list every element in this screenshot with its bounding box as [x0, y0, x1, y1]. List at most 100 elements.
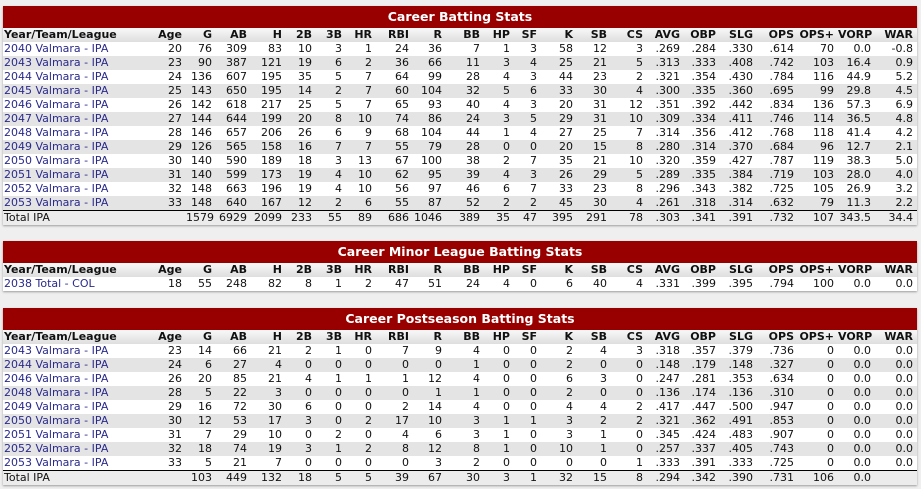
column-header-hr[interactable]: HR — [354, 330, 372, 343]
column-header-sb[interactable]: SB — [590, 263, 607, 276]
column-header-ops[interactable]: OPS — [768, 28, 794, 41]
column-header-ops-plus[interactable]: OPS+ — [799, 263, 834, 276]
column-header-ops-plus[interactable]: OPS+ — [799, 330, 834, 343]
column-header-sf[interactable]: SF — [521, 263, 537, 276]
column-header-ops[interactable]: OPS — [768, 263, 794, 276]
column-header-3b[interactable]: 3B — [325, 330, 342, 343]
column-header-3b[interactable]: 3B — [325, 28, 342, 41]
column-header-avg[interactable]: AVG — [654, 263, 680, 276]
column-header-3b[interactable]: 3B — [325, 263, 342, 276]
column-header-slg[interactable]: SLG — [729, 330, 753, 343]
column-header-avg[interactable]: AVG — [654, 330, 680, 343]
team-season-link[interactable]: 2051 Valmara - IPA — [4, 428, 109, 441]
column-header-hp[interactable]: HP — [492, 330, 510, 343]
column-header-age[interactable]: Age — [158, 28, 182, 41]
cell-hp: 0 — [503, 140, 510, 153]
column-header-bb[interactable]: BB — [463, 263, 480, 276]
column-header-age[interactable]: Age — [158, 330, 182, 343]
cell-war: 4.2 — [895, 126, 914, 139]
column-header-ops-plus[interactable]: OPS+ — [799, 28, 834, 41]
column-header-obp[interactable]: OBP — [690, 330, 716, 343]
team-season-link[interactable]: 2038 Total - COL — [4, 277, 95, 290]
team-season-link[interactable]: 2046 Valmara - IPA — [4, 98, 109, 111]
column-header-year-team-league[interactable]: Year/Team/League — [4, 330, 117, 343]
column-header-ab[interactable]: AB — [230, 28, 247, 41]
column-header-hr[interactable]: HR — [354, 263, 372, 276]
column-header-k[interactable]: K — [564, 28, 573, 41]
cell-ab: 650 — [226, 84, 247, 97]
column-header-bb[interactable]: BB — [463, 330, 480, 343]
team-season-link[interactable]: 2050 Valmara - IPA — [4, 154, 109, 167]
column-header-r[interactable]: R — [433, 28, 442, 41]
column-header-vorp[interactable]: VORP — [838, 330, 873, 343]
team-season-link[interactable]: 2051 Valmara - IPA — [4, 168, 109, 181]
column-header-age[interactable]: Age — [158, 263, 182, 276]
column-header-cs[interactable]: CS — [626, 330, 643, 343]
column-header-slg[interactable]: SLG — [729, 263, 753, 276]
column-header-h[interactable]: H — [272, 263, 282, 276]
team-season-link[interactable]: 2043 Valmara - IPA — [4, 56, 109, 69]
team-season-link[interactable]: 2049 Valmara - IPA — [4, 400, 109, 413]
column-header-war[interactable]: WAR — [884, 263, 913, 276]
team-season-link[interactable]: 2053 Valmara - IPA — [4, 196, 109, 209]
column-header-year-team-league[interactable]: Year/Team/League — [4, 263, 117, 276]
team-season-link[interactable]: 2043 Valmara - IPA — [4, 344, 109, 357]
cell-hp: 0 — [503, 372, 510, 385]
team-season-link[interactable]: 2047 Valmara - IPA — [4, 112, 109, 125]
team-season-link[interactable]: 2048 Valmara - IPA — [4, 386, 109, 399]
column-header-rbi[interactable]: RBI — [388, 28, 409, 41]
column-header-rbi[interactable]: RBI — [388, 330, 409, 343]
team-season-link[interactable]: 2044 Valmara - IPA — [4, 358, 109, 371]
column-header-h[interactable]: H — [272, 330, 282, 343]
column-header-avg[interactable]: AVG — [654, 28, 680, 41]
column-header-h[interactable]: H — [272, 28, 282, 41]
cell-ops-plus: 119 — [813, 154, 834, 167]
total-obp: .342 — [684, 470, 720, 485]
column-header-sf[interactable]: SF — [521, 28, 537, 41]
cell-3b: 5 — [335, 70, 342, 83]
column-header-hp[interactable]: HP — [492, 263, 510, 276]
column-header-k[interactable]: K — [564, 263, 573, 276]
column-header-g[interactable]: G — [202, 263, 212, 276]
team-season-link[interactable]: 2040 Valmara - IPA — [4, 42, 109, 55]
column-header-ab[interactable]: AB — [230, 263, 247, 276]
team-season-link[interactable]: 2052 Valmara - IPA — [4, 182, 109, 195]
column-header-cs[interactable]: CS — [626, 263, 643, 276]
column-header-slg[interactable]: SLG — [729, 28, 753, 41]
team-season-link[interactable]: 2053 Valmara - IPA — [4, 456, 109, 469]
column-header-vorp[interactable]: VORP — [838, 263, 873, 276]
team-season-link[interactable]: 2050 Valmara - IPA — [4, 414, 109, 427]
cell-avg: .318 — [655, 344, 681, 357]
column-header-hp[interactable]: HP — [492, 28, 510, 41]
team-season-link[interactable]: 2052 Valmara - IPA — [4, 442, 109, 455]
team-season-link[interactable]: 2048 Valmara - IPA — [4, 126, 109, 139]
team-season-link[interactable]: 2045 Valmara - IPA — [4, 84, 109, 97]
column-header-obp[interactable]: OBP — [690, 28, 716, 41]
team-season-link[interactable]: 2044 Valmara - IPA — [4, 70, 109, 83]
column-header-sb[interactable]: SB — [590, 330, 607, 343]
column-header-sf[interactable]: SF — [521, 330, 537, 343]
column-header-obp[interactable]: OBP — [690, 263, 716, 276]
column-header-2b[interactable]: 2B — [295, 330, 312, 343]
column-header-bb[interactable]: BB — [463, 28, 480, 41]
column-header-r[interactable]: R — [433, 263, 442, 276]
column-header-r[interactable]: R — [433, 330, 442, 343]
column-header-cs[interactable]: CS — [626, 28, 643, 41]
column-header-vorp[interactable]: VORP — [838, 28, 873, 41]
column-header-g[interactable]: G — [202, 28, 212, 41]
column-header-year-team-league[interactable]: Year/Team/League — [4, 28, 117, 41]
team-season-link[interactable]: 2046 Valmara - IPA — [4, 372, 109, 385]
cell-2b: 19 — [298, 56, 312, 69]
column-header-k[interactable]: K — [564, 330, 573, 343]
column-header-sb[interactable]: SB — [590, 28, 607, 41]
team-season-link[interactable]: 2049 Valmara - IPA — [4, 140, 109, 153]
column-header-war[interactable]: WAR — [884, 330, 913, 343]
column-header-ab[interactable]: AB — [230, 330, 247, 343]
column-header-ops[interactable]: OPS — [768, 330, 794, 343]
column-header-hr[interactable]: HR — [354, 28, 372, 41]
column-header-war[interactable]: WAR — [884, 28, 913, 41]
column-header-g[interactable]: G — [202, 330, 212, 343]
column-header-2b[interactable]: 2B — [295, 28, 312, 41]
column-header-rbi[interactable]: RBI — [388, 263, 409, 276]
column-header-2b[interactable]: 2B — [295, 263, 312, 276]
